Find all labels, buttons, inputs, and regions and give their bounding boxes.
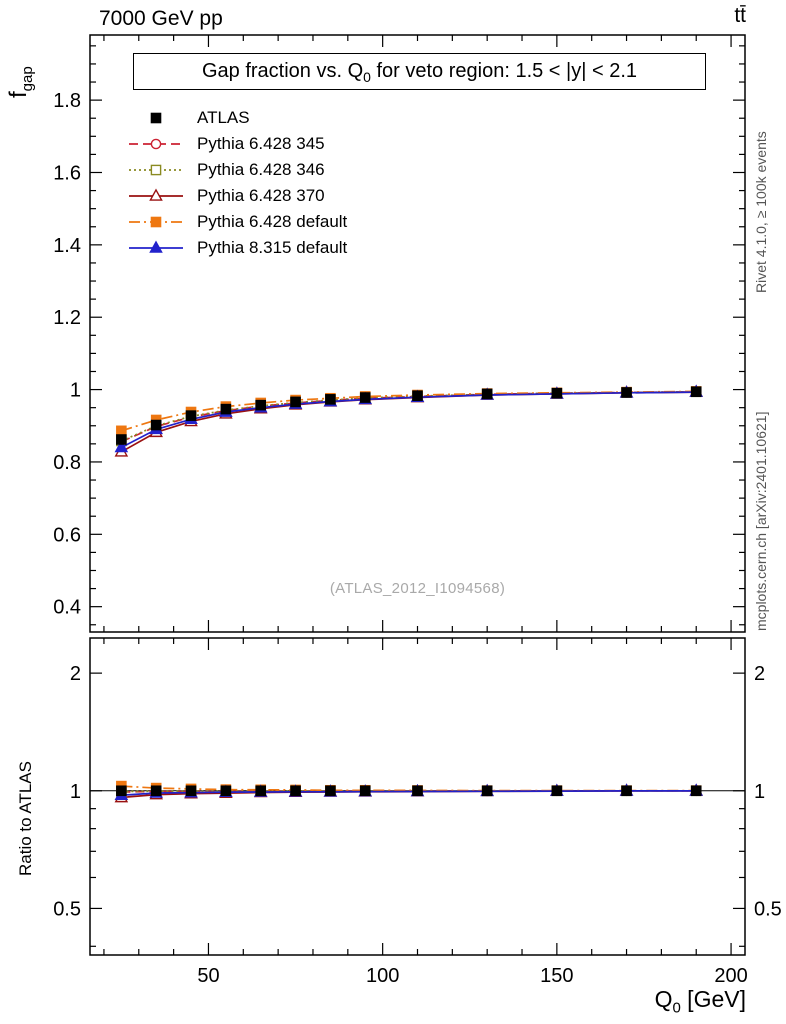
ratio-tick-label: 2 <box>70 663 81 685</box>
square-filled-marker <box>255 399 267 411</box>
legend-item: Pythia 6.428 370 <box>127 183 347 209</box>
square-open-marker <box>150 164 162 176</box>
square-filled-marker <box>220 785 232 797</box>
y-tick-label: 0.6 <box>53 524 81 546</box>
legend-item: ATLAS <box>127 105 347 131</box>
square-filled-marker <box>551 387 563 399</box>
circle-open-marker <box>150 138 162 150</box>
square-filled-marker <box>290 785 301 797</box>
square-filled-marker <box>481 785 493 797</box>
square-filled-marker <box>185 410 197 421</box>
triangle-filled-marker <box>149 240 163 253</box>
x-axis-label-sub: 0 <box>672 999 681 1017</box>
beam-energy-label: 7000 GeV pp <box>99 7 223 30</box>
triangle-open-marker <box>149 188 163 201</box>
square-filled-marker <box>150 112 162 124</box>
ratio-series-pythia-8-315-default <box>114 783 704 801</box>
y-axis-label-top: fgap <box>5 66 36 98</box>
x-axis-label-unit: [GeV] <box>680 986 746 1012</box>
legend-item: Pythia 6.428 346 <box>127 157 347 183</box>
square-filled-marker <box>359 392 371 403</box>
series-pythia-6-428-default <box>116 386 702 437</box>
legend-label: Pythia 6.428 346 <box>197 160 325 179</box>
legend-label: Pythia 8.315 default <box>197 238 348 257</box>
legend-item: Pythia 6.428 default <box>127 209 347 235</box>
rivet-version-label: Rivet 4.1.0, ≥ 100k events <box>753 131 769 293</box>
square-filled-marker <box>150 785 162 797</box>
square-filled-marker <box>621 387 632 398</box>
square-filled-marker <box>255 785 267 797</box>
plot-title-sub: 0 <box>363 69 371 85</box>
plot-title: Gap fraction vs. Q0 for veto region: 1.5… <box>133 53 706 90</box>
legend: ATLAS Pythia 6.428 345 Pythia 6.428 346 Pyt… <box>127 105 347 261</box>
x-tick-label: 200 <box>714 965 747 987</box>
y-tick-label: 1 <box>70 380 81 402</box>
y-axis-label-top-main: f <box>5 91 32 98</box>
y-tick-label: 1.8 <box>53 90 81 112</box>
x-tick-label: 50 <box>197 965 219 987</box>
series-pythia-6-428-370 <box>114 384 704 457</box>
square-filled-marker <box>116 434 127 445</box>
x-tick-label: 100 <box>366 965 399 987</box>
legend-label: Pythia 6.428 default <box>197 212 348 231</box>
legend-label: Pythia 6.428 345 <box>197 134 325 153</box>
ratio-series-atlas <box>116 785 702 797</box>
ratio-tick-label: 2 <box>754 663 765 685</box>
square-filled-marker <box>690 386 702 398</box>
ratio-tick-label: 1 <box>754 781 765 803</box>
square-filled-marker <box>185 785 197 797</box>
legend-sample <box>129 240 183 253</box>
analysis-id-watermark: (ATLAS_2012_I1094568) <box>329 580 506 597</box>
mcplots-source-label: mcplots.cern.ch [arXiv:2401.10621] <box>753 411 769 631</box>
y-tick-label: 1.4 <box>53 235 81 257</box>
legend-item: Pythia 6.428 345 <box>127 131 347 157</box>
y-tick-label: 0.4 <box>53 597 81 619</box>
square-filled-marker <box>481 388 493 400</box>
square-filled-marker <box>359 785 371 797</box>
ratio-tick-label: 0.5 <box>754 898 782 920</box>
square-filled-marker <box>325 394 336 405</box>
y-tick-label: 1.2 <box>53 307 81 329</box>
square-filled-marker <box>412 785 423 797</box>
square-filled-marker <box>412 390 423 402</box>
ratio-tick-label: 1 <box>70 781 81 803</box>
series-atlas <box>116 386 702 445</box>
y-tick-label: 0.8 <box>53 452 81 474</box>
triangle-filled-marker <box>114 439 129 453</box>
y-axis-label-bottom: Ratio to ATLAS <box>16 761 35 876</box>
y-axis-label-top-sub: gap <box>19 66 36 91</box>
x-axis-label: Q0 [GeV] <box>655 986 746 1017</box>
legend-label: ATLAS <box>197 108 250 127</box>
square-filled-marker <box>116 785 127 797</box>
legend-label: Pythia 6.428 370 <box>197 186 325 205</box>
y-tick-label: 1.6 <box>53 162 81 184</box>
ratio-tick-label: 0.5 <box>53 898 81 920</box>
square-filled-marker <box>150 419 162 431</box>
x-axis-label-main: Q <box>654 986 673 1012</box>
square-filled-marker <box>290 396 301 408</box>
square-filled-marker <box>621 785 632 797</box>
legend-sample <box>129 138 183 150</box>
plot-title-text-post: for veto region: 1.5 < |y| < 2.1 <box>370 60 638 82</box>
legend-sample <box>150 112 162 124</box>
legend-item: Pythia 8.315 default <box>127 235 347 261</box>
square-filled-marker <box>551 785 563 797</box>
x-tick-label: 150 <box>540 965 573 987</box>
square-filled-marker <box>116 425 127 437</box>
square-filled-marker <box>150 216 162 228</box>
legend-sample <box>129 216 183 228</box>
square-filled-marker <box>220 403 232 415</box>
process-label: tt̄ <box>734 4 746 27</box>
legend-sample <box>129 188 183 201</box>
plot-title-text: Gap fraction vs. Q <box>201 60 364 82</box>
square-filled-marker <box>325 785 336 797</box>
square-filled-marker <box>690 785 702 797</box>
legend-sample <box>129 164 183 176</box>
